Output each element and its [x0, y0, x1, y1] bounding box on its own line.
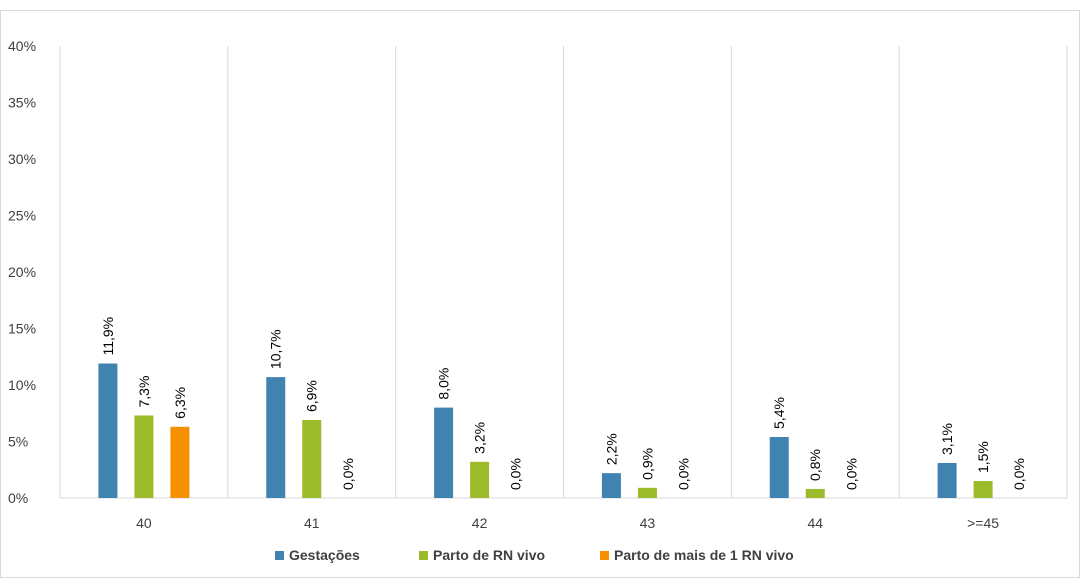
bar	[170, 426, 190, 498]
data-label: 0,8%	[807, 449, 823, 481]
data-label: 6,3%	[172, 387, 188, 419]
data-label: 10,7%	[268, 329, 284, 369]
legend-swatch	[419, 551, 428, 560]
data-label: 0,0%	[1011, 458, 1027, 490]
data-label: 11,9%	[100, 317, 116, 356]
y-tick-label: 25%	[8, 208, 36, 224]
data-label: 0,0%	[675, 458, 691, 490]
data-label: 7,3%	[136, 376, 152, 408]
x-tick-label: 41	[304, 515, 320, 531]
legend-label: Gestações	[289, 547, 360, 563]
bar	[470, 461, 490, 498]
data-label: 1,5%	[975, 441, 991, 473]
bar	[769, 436, 789, 498]
legend-swatch	[600, 551, 609, 560]
data-label: 6,9%	[304, 380, 320, 412]
data-label: 0,0%	[508, 458, 524, 490]
data-label: 8,0%	[436, 368, 452, 400]
bar	[98, 363, 118, 498]
bar	[937, 462, 957, 498]
y-tick-label: 15%	[8, 321, 36, 337]
bar	[266, 377, 286, 498]
bar	[302, 420, 322, 498]
bar	[805, 488, 825, 498]
y-tick-label: 5%	[8, 434, 28, 450]
x-tick-label: 42	[472, 515, 488, 531]
data-label: 0,9%	[639, 448, 655, 480]
y-tick-label: 0%	[8, 490, 28, 506]
y-tick-label: 20%	[8, 264, 36, 280]
bar	[637, 487, 657, 498]
legend-label: Parto de RN vivo	[433, 547, 545, 563]
data-label: 0,0%	[340, 458, 356, 490]
x-tick-label: 43	[640, 515, 656, 531]
x-tick-label: >=45	[967, 515, 999, 531]
bar	[601, 473, 621, 498]
legend-label: Parto de mais de 1 RN vivo	[614, 547, 794, 563]
y-tick-label: 30%	[8, 151, 36, 167]
data-label: 0,0%	[843, 458, 859, 490]
data-label: 2,2%	[603, 433, 619, 465]
data-label: 3,2%	[472, 422, 488, 454]
x-tick-label: 40	[136, 515, 152, 531]
x-tick-label: 44	[807, 515, 823, 531]
y-tick-label: 10%	[8, 377, 36, 393]
y-tick-label: 35%	[8, 95, 36, 111]
legend-swatch	[275, 551, 284, 560]
data-label: 5,4%	[771, 397, 787, 429]
bar	[434, 407, 454, 498]
bar	[973, 481, 993, 498]
data-label: 3,1%	[939, 423, 955, 455]
y-tick-label: 40%	[8, 38, 36, 54]
bar	[134, 415, 154, 498]
